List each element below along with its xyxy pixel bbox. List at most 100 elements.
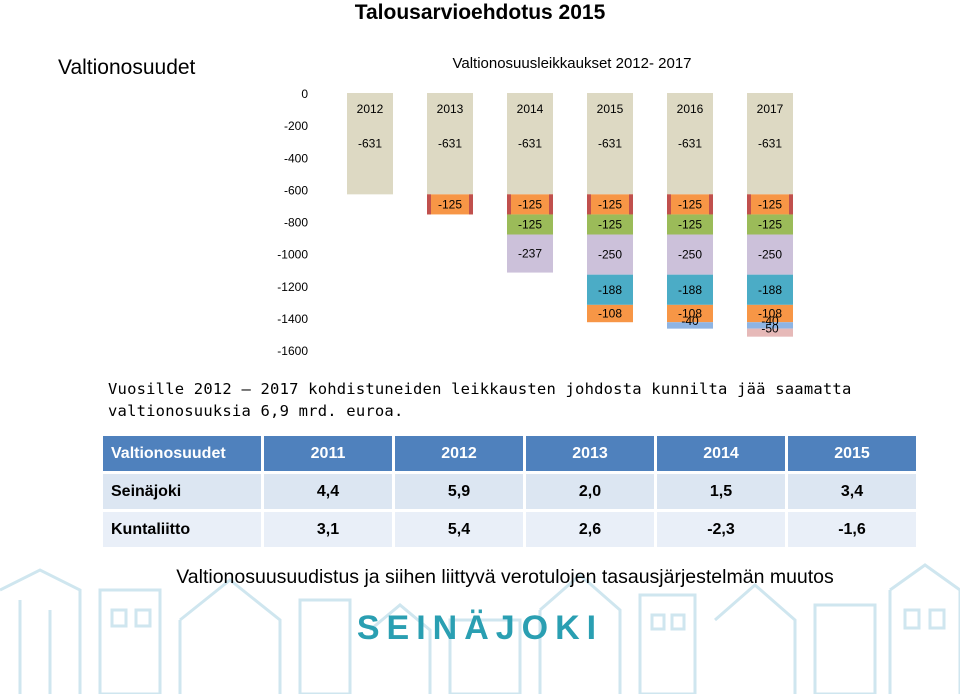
bar-segment	[587, 93, 633, 195]
bar-segment-edge	[789, 194, 793, 215]
data-label: -108	[678, 307, 702, 321]
table-cell: -1,6	[785, 509, 919, 550]
header-cell: Valtionosuudet	[100, 433, 264, 474]
table-cell: 1,5	[654, 471, 788, 512]
data-label: -40	[761, 314, 779, 328]
y-tick-label: -1000	[277, 248, 308, 262]
data-label: -631	[358, 137, 382, 151]
bar-segment-edge	[469, 194, 473, 215]
data-label: -125	[758, 197, 782, 211]
bar-segment	[347, 93, 393, 195]
table-cell: 5,9	[392, 471, 526, 512]
data-label: -631	[518, 137, 542, 151]
bar-segment	[667, 304, 713, 323]
table-cell: 3,1	[261, 509, 395, 550]
data-label: -631	[758, 137, 782, 151]
header-cell: 2011	[261, 433, 395, 474]
category-label: 2012	[357, 102, 384, 116]
bar-segment	[587, 234, 633, 275]
cuts-chart: Valtionosuusleikkaukset 2012- 2017 0 -200 -…	[277, 55, 793, 358]
y-tick-label: -1200	[277, 280, 308, 294]
header-cell: 2012	[392, 433, 526, 474]
table-cell: 2,6	[523, 509, 657, 550]
data-label: -125	[438, 197, 462, 211]
category-label: 2013	[437, 102, 464, 116]
data-label: -125	[678, 217, 702, 231]
bar-segment	[427, 93, 473, 195]
bar-segment	[507, 234, 553, 273]
bar-segment-edge	[747, 194, 751, 215]
category-label: 2014	[517, 102, 544, 116]
bar-segment	[747, 93, 793, 195]
category-label: 2015	[597, 102, 624, 116]
data-label: -108	[598, 307, 622, 321]
data-label: -125	[598, 217, 622, 231]
y-tick-label: -1600	[277, 344, 308, 358]
data-label: -108	[758, 307, 782, 321]
table-cell: 4,4	[261, 471, 395, 512]
header-cell: 2015	[785, 433, 919, 474]
bar-segment-edge	[667, 194, 671, 215]
table-cell: 3,4	[785, 471, 919, 512]
bar-segment	[587, 194, 633, 215]
bar-segment-edge	[709, 194, 713, 215]
bar-segment	[587, 304, 633, 323]
bar-segment	[747, 322, 793, 329]
bar-segment	[667, 234, 713, 275]
y-tick-label: -400	[284, 151, 308, 165]
table-cell: Kuntaliitto	[100, 509, 264, 550]
bar-segment-edge	[549, 194, 553, 215]
data-label: -50	[761, 322, 779, 336]
bar-segment	[667, 93, 713, 195]
bar-segment-edge	[629, 194, 633, 215]
data-label: -40	[681, 314, 699, 328]
data-label: -188	[598, 283, 622, 297]
bar-segment	[747, 304, 793, 323]
header-cell: 2013	[523, 433, 657, 474]
table-row: Kuntaliitto 3,1 5,4 2,6 -2,3 -1,6	[100, 509, 919, 550]
chart-title: Valtionosuusleikkaukset 2012- 2017	[452, 55, 691, 72]
data-label: -125	[678, 197, 702, 211]
bar-segment	[507, 214, 553, 235]
city-skyline-decoration	[0, 563, 960, 694]
table-cell: 5,4	[392, 509, 526, 550]
bar-segment-edge	[507, 194, 511, 215]
category-label: 2016	[677, 102, 704, 116]
state-aid-table: Valtionosuudet 2011 2012 2013 2014 2015 …	[100, 433, 919, 550]
y-tick-label: 0	[301, 87, 308, 101]
data-label: -631	[598, 137, 622, 151]
page-title: Talousarvioehdotus 2015	[354, 1, 606, 24]
data-label: -125	[758, 217, 782, 231]
data-label: -125	[598, 197, 622, 211]
bar-segment	[587, 214, 633, 235]
bar-segment	[427, 194, 473, 215]
bar-segment	[507, 194, 553, 215]
table-cell: Seinäjoki	[100, 471, 264, 512]
table-row: Seinäjoki 4,4 5,9 2,0 1,5 3,4	[100, 471, 919, 512]
data-label: -125	[518, 217, 542, 231]
data-label: -250	[598, 248, 622, 262]
y-tick-label: -800	[284, 216, 308, 230]
y-tick-label: -600	[284, 183, 308, 197]
table-header-row: Valtionosuudet 2011 2012 2013 2014 2015	[100, 433, 919, 474]
data-label: -250	[758, 248, 782, 262]
data-label: -631	[678, 137, 702, 151]
y-tick-label: -1400	[277, 312, 308, 326]
bar-segment	[747, 194, 793, 215]
bar-segment	[747, 328, 793, 337]
bar-segment	[507, 93, 553, 195]
category-label: 2017	[757, 102, 784, 116]
bar-segment	[667, 194, 713, 215]
data-label: -188	[758, 283, 782, 297]
y-tick-label: -200	[284, 119, 308, 133]
seinajoki-logo: SEINÄJOKI	[356, 609, 604, 647]
footer-text: Valtionosuusuudistus ja siihen liittyvä …	[176, 566, 834, 588]
bar-segment	[667, 214, 713, 235]
table-cell: -2,3	[654, 509, 788, 550]
bar-segment-edge	[587, 194, 591, 215]
section-title: Valtionosuudet	[58, 56, 196, 79]
bar-segment	[667, 322, 713, 329]
bar-segment	[747, 234, 793, 275]
header-cell: 2014	[654, 433, 788, 474]
data-label: -631	[438, 137, 462, 151]
